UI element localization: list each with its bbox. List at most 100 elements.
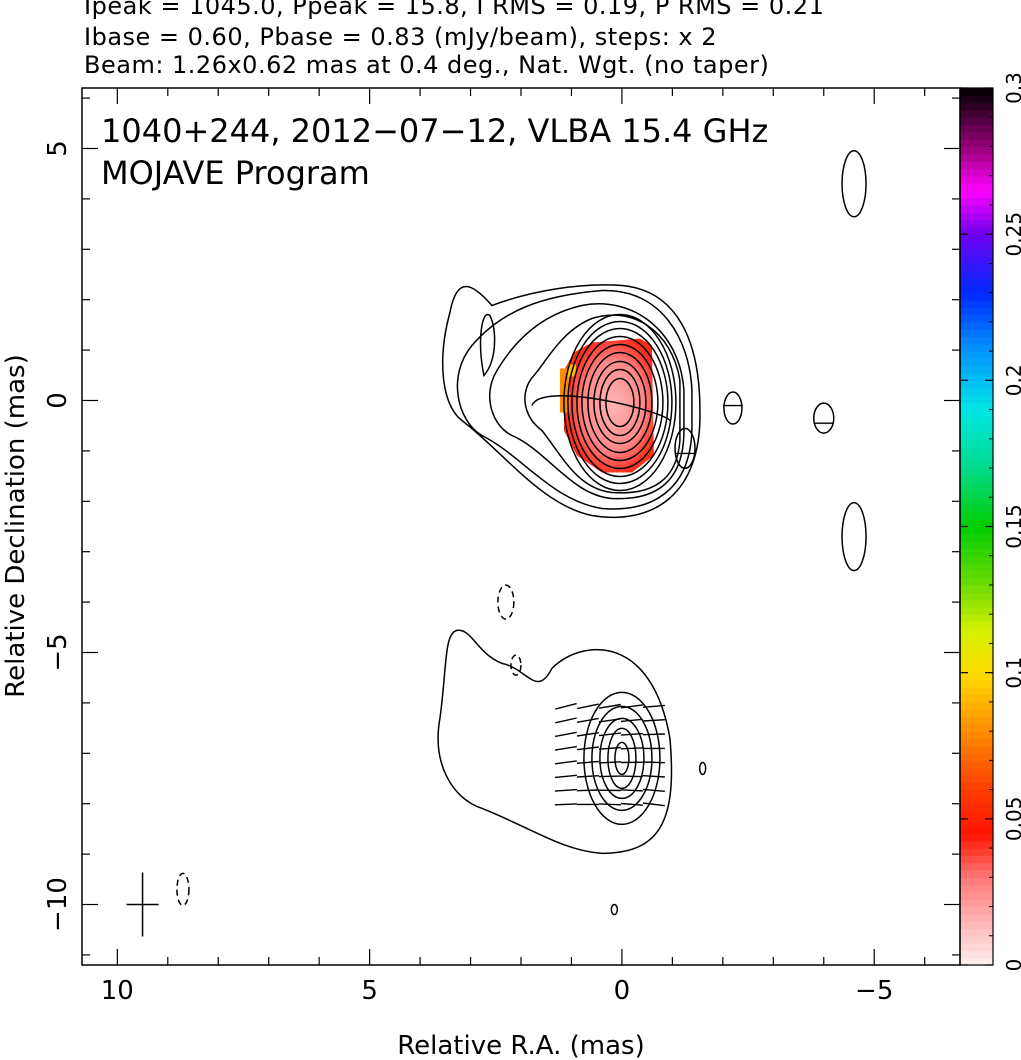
y-tick-label: 5 (43, 140, 73, 157)
colorbar-cell (960, 855, 993, 864)
evpa-tick (555, 702, 577, 710)
colorbar-cell (960, 380, 993, 389)
colorbar-cell (960, 365, 993, 374)
colorbar-cell (960, 548, 993, 557)
x-tick-label: 0 (614, 976, 631, 1006)
colorbar-cell (960, 723, 993, 732)
x-axis-label: Relative R.A. (mas) (397, 1031, 644, 1060)
colorbar-cell (960, 161, 993, 169)
colorbar-cell (960, 204, 993, 213)
colorbar-cell (960, 219, 993, 228)
core-contour (605, 377, 635, 428)
colorbar-cell (960, 789, 993, 798)
core-contour (576, 335, 664, 470)
core-contour (563, 313, 677, 492)
colorbar-cell (960, 913, 993, 922)
colorbar-cell (960, 387, 993, 396)
colorbar-cell (960, 307, 993, 316)
colorbar-cell (960, 124, 993, 133)
colorbar-cell (960, 716, 993, 725)
colorbar-cell (960, 183, 993, 191)
colorbar-cell (960, 826, 993, 835)
colorbar-cell (960, 636, 993, 645)
colorbar-cell (960, 95, 993, 104)
evpa-tick (620, 747, 643, 750)
colorbar-cell (960, 774, 993, 783)
colorbar-tick-label: 0 (1002, 959, 1021, 972)
evpa-tick (642, 802, 665, 807)
contour-island (841, 150, 867, 218)
evpa-tick (598, 803, 621, 806)
core-contour (531, 395, 671, 422)
colorbar-tick-label: 0.25 (1002, 212, 1021, 257)
evpa-tick (620, 802, 643, 806)
colorbar-cell (960, 475, 993, 484)
colorbar-cell (960, 760, 993, 769)
south-contour (437, 629, 673, 855)
colorbar-tick-label: 0.3 (1002, 72, 1021, 104)
negative-contour (176, 872, 190, 907)
colorbar-cell (960, 811, 993, 820)
chart-title: 1040+244, 2012−07−12, VLBA 15.4 GHz (101, 112, 768, 150)
colorbar-cell (960, 621, 993, 630)
colorbar-cell (960, 314, 993, 323)
colorbar-cell (960, 212, 993, 221)
colorbar-cell (960, 519, 993, 528)
colorbar-cell (960, 606, 993, 615)
evpa-tick (642, 788, 665, 792)
core-contour (479, 313, 496, 378)
colorbar-cell (960, 446, 993, 455)
colorbar-cell (960, 329, 993, 338)
south-contour (583, 691, 661, 826)
colorbar-cell (960, 504, 993, 513)
stats-line-2: Ibase = 0.60, Pbase = 0.83 (mJy/beam), s… (84, 23, 718, 51)
evpa-tick (598, 732, 621, 737)
colorbar-cell (960, 833, 993, 842)
colorbar-cell (960, 891, 993, 900)
colorbar-cell (960, 88, 993, 96)
colorbar-cell (960, 928, 993, 937)
y-tick-label: 0 (43, 392, 73, 409)
colorbar-cell (960, 438, 993, 447)
colorbar-cell (960, 767, 993, 776)
x-tick-label: 5 (361, 976, 378, 1006)
beam-marker (126, 872, 159, 937)
evpa-tick (554, 760, 577, 765)
colorbar-cell (960, 584, 993, 593)
axis-ticks (82, 88, 960, 965)
colorbar-cell (960, 168, 993, 177)
colorbar-cell (960, 460, 993, 469)
core-contour (593, 360, 647, 445)
core-contour (567, 320, 673, 485)
colorbar-cell (960, 131, 993, 140)
colorbar-cell (960, 701, 993, 710)
colorbar-ticks: 0 0.05 0.1 0.15 0.2 0.25 0.3 (960, 72, 1021, 971)
evpa-tick (576, 775, 599, 778)
colorbar-cell (960, 782, 993, 791)
contour-island (813, 402, 835, 434)
evpa-tick (620, 704, 643, 709)
beam-line: Beam: 1.26x0.62 mas at 0.4 deg., Nat. Wg… (84, 51, 770, 79)
colorbar-cell (960, 358, 993, 367)
x-tick-label: 10 (101, 976, 134, 1006)
evpa-tick (620, 789, 643, 792)
evpa-tick (642, 775, 665, 778)
colorbar-cell (960, 146, 993, 155)
x-tick-label: −5 (855, 976, 893, 1006)
evpa-tick (554, 774, 577, 779)
colorbar-cell (960, 679, 993, 688)
evpa-tick (598, 703, 621, 709)
south-contour (614, 741, 630, 776)
colorbar-cell (960, 292, 993, 301)
colorbar-cell (960, 541, 993, 550)
colorbar-cell (960, 555, 993, 564)
evpa-tick (576, 760, 599, 764)
colorbar-cell (960, 599, 993, 608)
colorbar-cell (960, 570, 993, 579)
colorbar-cell (960, 263, 993, 272)
evpa-tick (620, 732, 643, 736)
colorbar-cell (960, 511, 993, 520)
colorbar-cell (960, 709, 993, 718)
colorbar-cell (960, 489, 993, 498)
colorbar-cell (960, 226, 993, 235)
